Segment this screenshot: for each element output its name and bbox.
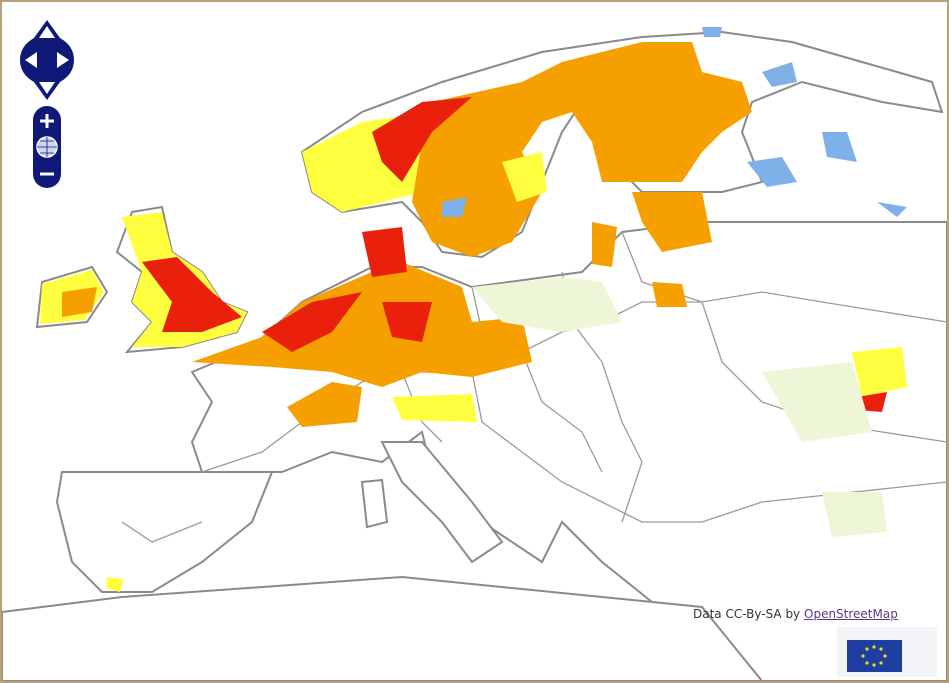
pan-right[interactable]: [57, 52, 69, 68]
data-layer: [40, 42, 907, 592]
osm-link[interactable]: OpenStreetMap: [804, 607, 898, 621]
attribution-text: Data CC-By-SA by: [693, 607, 801, 621]
pan-control: [20, 20, 74, 100]
pan-down[interactable]: [39, 82, 55, 94]
attribution: Data CC-By-SA by OpenStreetMap: [693, 607, 898, 621]
pan-up[interactable]: [39, 26, 55, 38]
eu-logo: [837, 627, 937, 677]
zoom-in[interactable]: [40, 114, 54, 128]
pan-left[interactable]: [25, 52, 37, 68]
lakes: [442, 27, 907, 217]
zoom-control: [33, 106, 61, 188]
